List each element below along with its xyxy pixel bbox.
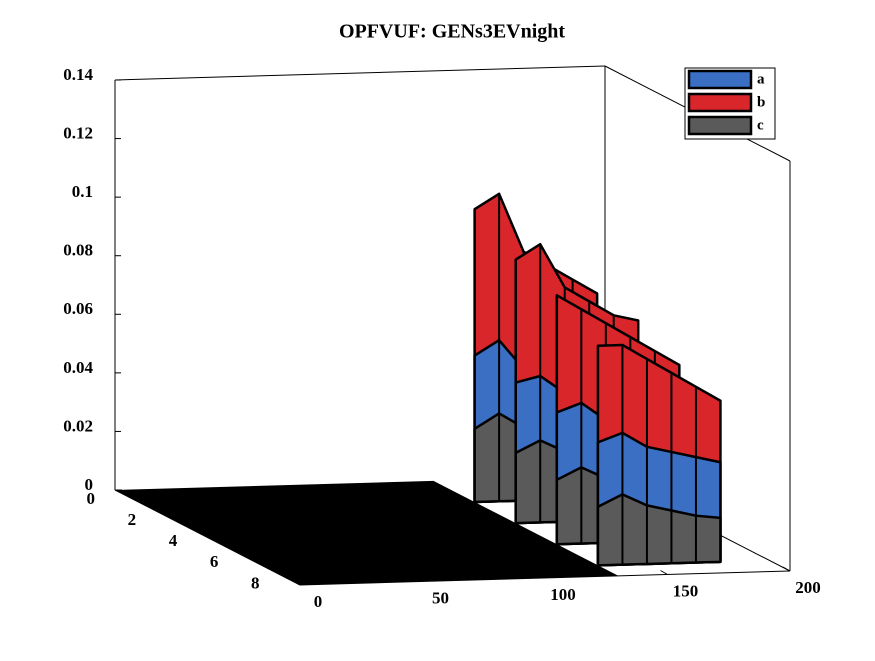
x-tick — [292, 580, 301, 586]
z-tick-label: 0.08 — [63, 241, 93, 260]
z-tick-label: 0.14 — [63, 65, 93, 84]
legend-swatch — [687, 69, 753, 90]
x-tick — [782, 566, 791, 572]
floor-surface — [115, 480, 619, 585]
legend-label: c — [757, 117, 764, 133]
y-tick-label: 8 — [251, 573, 260, 592]
legend-label: a — [757, 71, 765, 87]
legend-swatch — [687, 92, 753, 113]
z-tick-label: 0.1 — [72, 182, 93, 201]
y-tick-label: 0 — [87, 489, 96, 508]
legend-label: b — [757, 94, 765, 110]
x-tick — [537, 573, 546, 579]
x-tick — [415, 577, 423, 582]
x-tick-label: 0 — [314, 592, 323, 611]
y-tick-label: 6 — [210, 552, 219, 571]
z-tick-label: 0.02 — [63, 416, 93, 435]
x-tick-label: 200 — [795, 578, 821, 597]
z-tick-label: 0.06 — [63, 299, 93, 318]
legend-swatch — [687, 115, 753, 136]
chart-title: OPFVUF: GENs3EVnight — [339, 21, 565, 43]
y-tick-label: 4 — [169, 531, 178, 550]
y-tick-label: 2 — [128, 510, 137, 529]
z-tick-label: 0 — [85, 475, 94, 494]
z-tick-label: 0.12 — [63, 123, 93, 142]
box-edge — [114, 65, 606, 81]
z-tick-label: 0.04 — [63, 358, 93, 377]
x-tick — [660, 570, 668, 575]
x-tick-label: 50 — [432, 588, 449, 607]
x-tick-label: 150 — [673, 581, 699, 600]
x-tick-label: 100 — [550, 585, 576, 604]
